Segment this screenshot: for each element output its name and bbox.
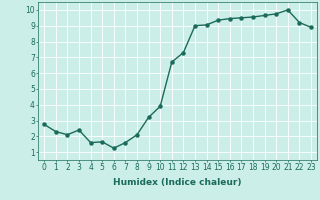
X-axis label: Humidex (Indice chaleur): Humidex (Indice chaleur) [113,178,242,187]
